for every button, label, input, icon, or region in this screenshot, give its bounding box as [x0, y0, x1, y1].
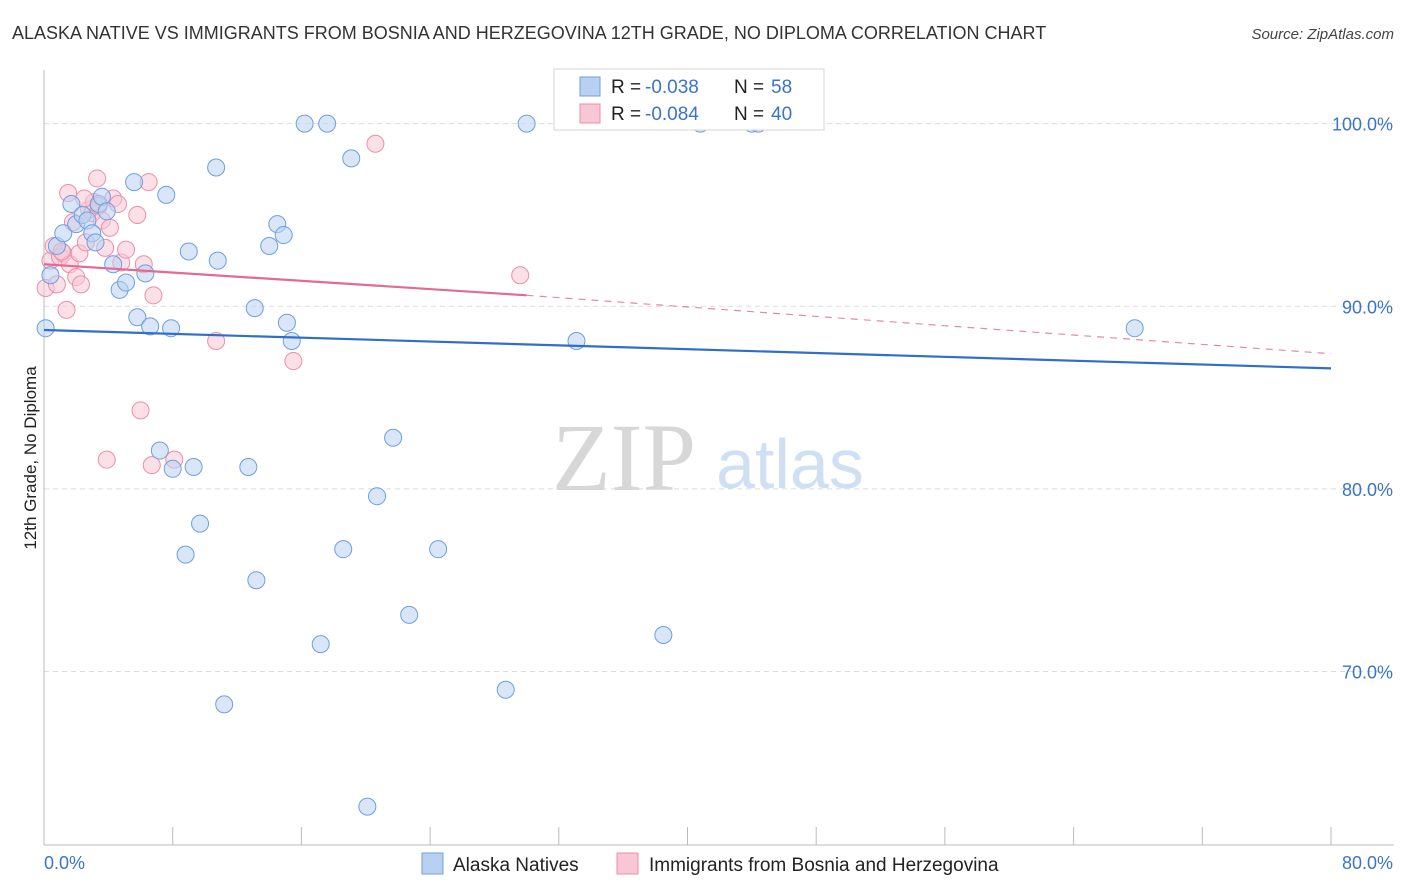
scatter-point-alaska: [191, 514, 210, 533]
scatter-point-alaska: [86, 233, 105, 252]
scatter-point-alaska: [176, 545, 195, 564]
scatter-point-alaska: [318, 114, 337, 133]
legend-n-value-blue: 58: [771, 77, 792, 98]
scatter-point-alaska: [179, 242, 198, 261]
scatter-point-alaska: [184, 457, 203, 476]
scatter-point-alaska: [277, 313, 296, 332]
scatter-point-alaska: [207, 158, 226, 177]
scatter-point-alaska: [62, 195, 81, 214]
scatter-point-alaska: [1125, 319, 1144, 338]
scatter-point-alaska: [97, 202, 116, 221]
scatter-point-bosnia: [72, 275, 91, 294]
scatter-point-alaska: [128, 308, 147, 327]
scatter-point-bosnia: [128, 205, 147, 224]
chart-title: ALASKA NATIVE VS IMMIGRANTS FROM BOSNIA …: [12, 23, 1046, 43]
trend-line-alaska: [43, 328, 1332, 370]
scatter-point-alaska: [496, 680, 515, 699]
series-alaska-points: [36, 114, 1144, 816]
scatter-point-alaska: [208, 251, 227, 270]
legend-swatch-pink: [579, 103, 601, 124]
scatter-point-bosnia: [88, 169, 107, 188]
scatter-point-alaska: [54, 224, 73, 243]
scatter-point-bosnia: [207, 331, 226, 350]
scatter-point-bosnia: [117, 240, 136, 259]
scatter-point-bosnia: [144, 286, 163, 305]
scatter-point-bosnia: [57, 300, 76, 319]
scatter-point-alaska: [368, 487, 387, 506]
legend-bottom: Alaska Natives Immigrants from Bosnia an…: [421, 852, 999, 876]
y-tick-label: 100.0%: [1332, 115, 1393, 135]
scatter-point-alaska: [311, 635, 330, 654]
scatter-point-alaska: [239, 457, 258, 476]
legend-n-label-blue: N =: [734, 77, 764, 98]
scatter-point-alaska: [654, 625, 673, 644]
scatter-point-bosnia: [366, 134, 385, 153]
scatter-point-alaska: [215, 695, 234, 714]
y-tick-label: 80.0%: [1342, 480, 1393, 500]
legend-r-label-blue: R =: [611, 77, 641, 98]
scatter-point-alaska: [429, 540, 448, 559]
y-tick-label: 90.0%: [1342, 297, 1393, 317]
scatter-point-alaska: [282, 331, 301, 350]
scatter-point-bosnia: [100, 218, 119, 237]
watermark-zip: ZIP: [552, 404, 696, 511]
scatter-point-alaska: [245, 299, 264, 318]
scatter-point-alaska: [157, 185, 176, 204]
scatter-point-alaska: [125, 173, 144, 192]
legend-swatch-blue: [579, 76, 601, 97]
legend-n-label-pink: N =: [734, 104, 764, 125]
legend-bottom-swatch-blue: [421, 852, 444, 875]
scatter-point-alaska: [141, 317, 160, 336]
scatter-point-alaska: [517, 114, 536, 133]
scatter-point-alaska: [36, 319, 55, 338]
legend-n-value-pink: 40: [771, 104, 792, 125]
scatter-point-bosnia: [284, 352, 303, 371]
scatter-point-alaska: [163, 459, 182, 478]
scatter-point-alaska: [41, 266, 60, 285]
trend-lines: [43, 263, 1332, 370]
chart-source: Source: ZipAtlas.com: [1251, 26, 1394, 43]
legend-r-value-pink: -0.084: [645, 104, 699, 125]
y-tick-label: 70.0%: [1342, 663, 1393, 683]
scatter-point-alaska: [342, 149, 361, 168]
scatter-point-alaska: [274, 226, 293, 245]
scatter-point-alaska: [247, 571, 266, 590]
scatter-point-alaska: [384, 428, 403, 447]
scatter-point-alaska: [334, 540, 353, 559]
legend-bottom-swatch-pink: [616, 852, 639, 875]
x-tick-label-min: 0.0%: [44, 853, 85, 873]
series-bosnia-points: [36, 134, 530, 475]
scatter-point-alaska: [162, 319, 181, 338]
scatter-point-alaska: [400, 605, 419, 624]
scatter-point-alaska: [150, 441, 169, 460]
scatter-point-alaska: [358, 797, 377, 816]
y-axis-label: 12th Grade, No Diploma: [21, 366, 40, 550]
scatter-point-alaska: [295, 114, 314, 133]
scatter-point-bosnia: [97, 450, 116, 469]
scatter-point-alaska: [104, 255, 123, 274]
legend-bottom-label-blue: Alaska Natives: [453, 855, 579, 876]
legend-r-label-pink: R =: [611, 104, 641, 125]
scatter-point-bosnia: [131, 401, 150, 420]
x-ticks: [172, 827, 1332, 845]
watermark-atlas: atlas: [716, 425, 864, 503]
gridlines: [44, 123, 1394, 673]
x-tick-label-max: 80.0%: [1342, 853, 1393, 873]
watermark: ZIP atlas: [552, 404, 864, 511]
legend-top: R = -0.038 N = 58 R = -0.084 N = 40: [553, 68, 825, 131]
scatter-point-alaska: [136, 264, 155, 283]
scatter-point-alaska: [117, 273, 136, 292]
scatter-point-bosnia: [142, 456, 161, 475]
legend-bottom-label-pink: Immigrants from Bosnia and Herzegovina: [649, 855, 999, 876]
scatter-point-bosnia: [511, 266, 530, 285]
trend-line-bosnia-extended: [526, 294, 1332, 355]
scatter-point-alaska: [260, 237, 279, 256]
y-tick-labels: 70.0% 80.0% 90.0% 100.0%: [1332, 115, 1393, 683]
trend-line-bosnia: [43, 263, 527, 297]
legend-r-value-blue: -0.038: [645, 77, 699, 98]
